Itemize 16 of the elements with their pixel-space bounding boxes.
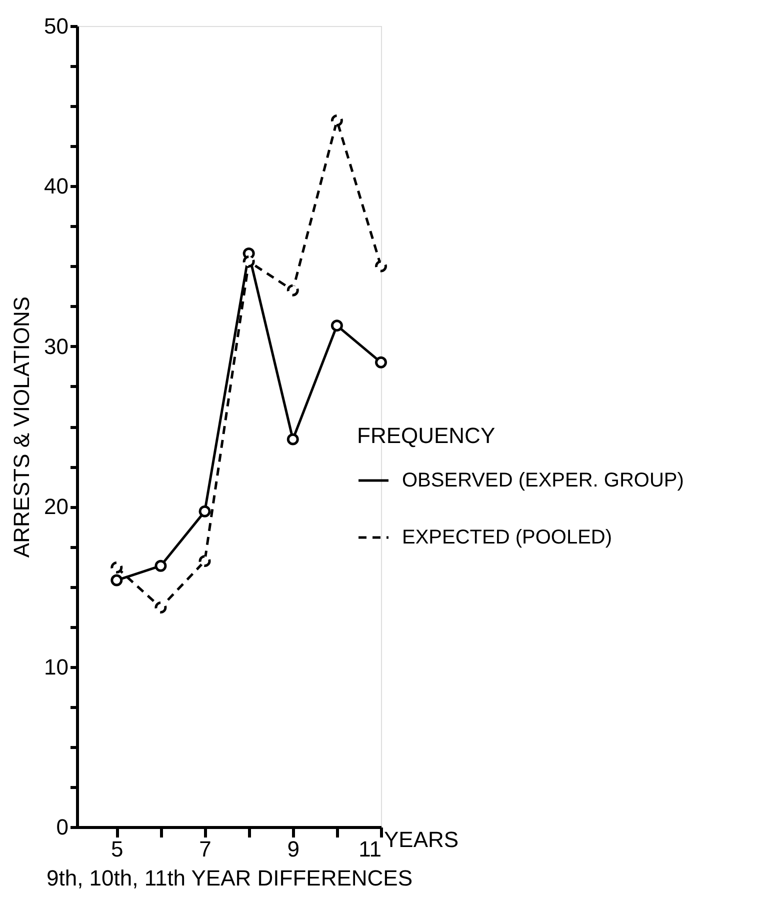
y-tick-label: 10 [44, 654, 68, 680]
y-tick-label: 50 [44, 14, 68, 38]
x-tick-label: 11 [358, 836, 382, 862]
x-tick-label: 7 [199, 836, 212, 862]
legend-label: EXPECTED (POOLED) [402, 526, 612, 548]
x-tick-label: 5 [111, 836, 124, 862]
x-tick-label: 9 [287, 836, 300, 862]
text: YEARS [384, 827, 459, 852]
y-tick-label: 20 [44, 494, 68, 520]
y-tick-label: 30 [44, 334, 68, 359]
legend-label: OBSERVED (EXPER. GROUP) [402, 470, 684, 492]
legend-title: FREQUENCY [357, 423, 496, 448]
y-tick-label: 40 [44, 174, 68, 199]
x-axis-title: 9th, 10th, 11th YEAR DIFFERENCES [46, 866, 413, 890]
y-tick-label: 0 [56, 814, 68, 840]
y-axis-title: ARRESTS & VIOLATIONS [9, 296, 34, 558]
